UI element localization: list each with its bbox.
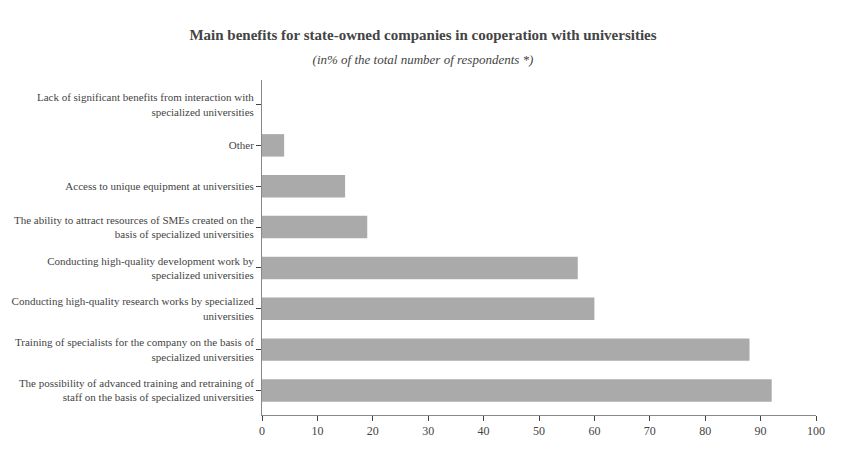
svg-text:10: 10 — [311, 424, 323, 438]
svg-text:The ability to attract resourc: The ability to attract resources of SMEs… — [14, 214, 254, 240]
svg-text:70: 70 — [644, 424, 656, 438]
svg-text:Conducting high-quality resear: Conducting high-quality research works b… — [12, 295, 255, 321]
svg-text:(in% of the total number of re: (in% of the total number of respondents … — [313, 52, 534, 67]
svg-text:50: 50 — [533, 424, 545, 438]
svg-text:Conducting high-quality develo: Conducting high-quality development work… — [47, 255, 254, 281]
svg-text:Main benefits for state-owned: Main benefits for state-owned companies … — [189, 27, 656, 43]
svg-text:20: 20 — [367, 424, 379, 438]
svg-text:60: 60 — [588, 424, 600, 438]
svg-text:100: 100 — [807, 424, 825, 438]
svg-text:The possibility of advanced tr: The possibility of advanced training and… — [19, 377, 254, 403]
svg-text:80: 80 — [699, 424, 711, 438]
svg-text:Training of specialists for th: Training of specialists for the company … — [15, 336, 254, 362]
svg-text:Access to unique equipment at: Access to unique equipment at universiti… — [65, 180, 253, 192]
svg-text:30: 30 — [422, 424, 434, 438]
svg-text:Lack of significant benefits f: Lack of significant benefits from intera… — [37, 91, 254, 117]
svg-text:90: 90 — [755, 424, 767, 438]
svg-text:0: 0 — [259, 424, 265, 438]
svg-text:40: 40 — [478, 424, 490, 438]
svg-text:Other: Other — [229, 139, 254, 151]
